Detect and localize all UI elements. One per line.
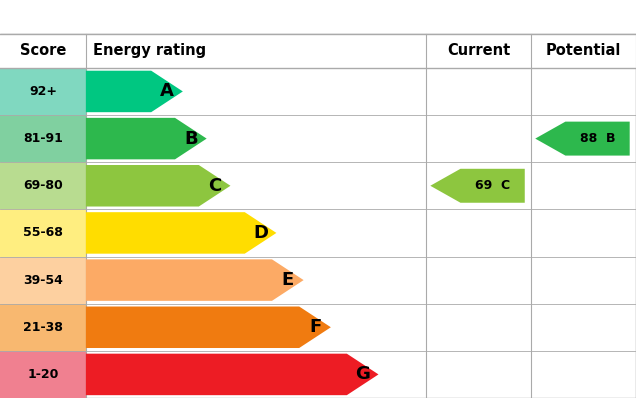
Polygon shape — [431, 169, 525, 203]
Text: G: G — [356, 365, 370, 383]
Text: B: B — [184, 130, 198, 148]
Text: 21-38: 21-38 — [23, 321, 63, 334]
Bar — [0, 257, 86, 304]
Text: 69  C: 69 C — [475, 179, 510, 192]
Text: 88  B: 88 B — [580, 132, 615, 145]
Text: F: F — [309, 318, 321, 336]
Bar — [0, 34, 636, 68]
Polygon shape — [86, 259, 303, 301]
Polygon shape — [86, 71, 183, 112]
Text: 39-54: 39-54 — [23, 273, 63, 287]
Bar — [0, 162, 86, 209]
Text: Energy rating: Energy rating — [93, 43, 207, 59]
Text: A: A — [160, 82, 174, 100]
Bar — [0, 68, 86, 115]
Bar — [0, 351, 86, 398]
Bar — [0, 209, 86, 256]
Bar — [0, 115, 86, 162]
Polygon shape — [536, 122, 630, 156]
Text: 92+: 92+ — [29, 85, 57, 98]
Polygon shape — [86, 165, 230, 207]
Polygon shape — [86, 212, 277, 254]
Text: 1-20: 1-20 — [27, 368, 59, 381]
Text: Score: Score — [20, 43, 66, 59]
Polygon shape — [86, 354, 378, 395]
Text: Potential: Potential — [546, 43, 621, 59]
Text: 69-80: 69-80 — [23, 179, 63, 192]
Polygon shape — [86, 118, 207, 159]
Text: Current: Current — [447, 43, 510, 59]
Text: 55-68: 55-68 — [23, 226, 63, 240]
Bar — [0, 304, 86, 351]
Text: D: D — [253, 224, 268, 242]
Polygon shape — [86, 306, 331, 348]
Text: E: E — [282, 271, 294, 289]
Text: 81-91: 81-91 — [23, 132, 63, 145]
Text: C: C — [208, 177, 221, 195]
